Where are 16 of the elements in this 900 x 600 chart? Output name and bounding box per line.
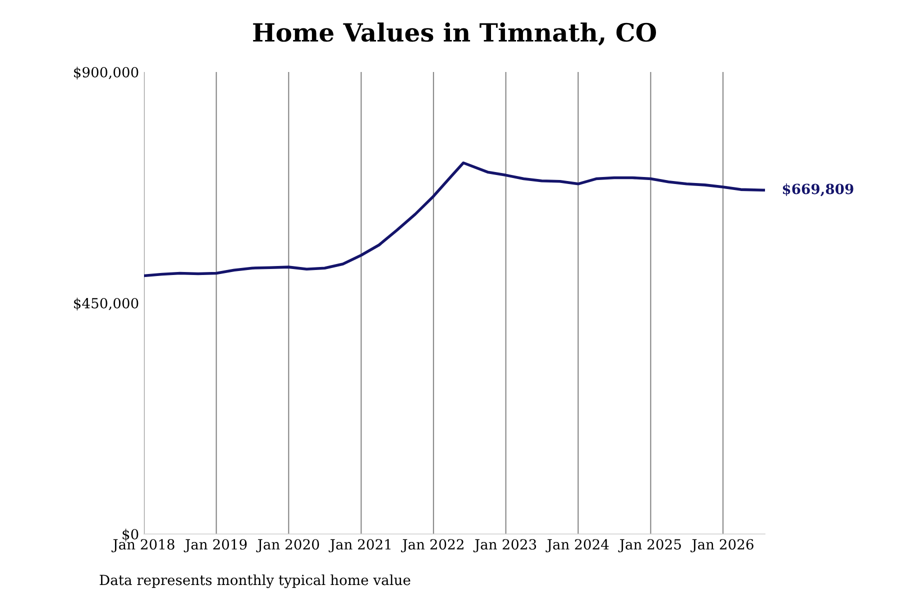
text: Data represents monthly typical home value [100,574,410,588]
x-tick-label: Jan 2024 [546,539,609,552]
y-tick-label: $450,000 [74,298,138,310]
annotation: $669,809 [782,183,854,196]
y-tick-label: $0 [122,528,138,542]
line-series [144,161,765,278]
y-tick-label: $900,000 [74,66,138,80]
x-tick-label: Jan 2023 [473,539,536,552]
x-tick-label: Jan 2020 [256,539,320,552]
x-tick-label: Jan 2025 [618,539,681,552]
x-tick-label: Jan 2019 [184,539,247,552]
x-tick-label: Jan 2018 [112,539,174,552]
x-tick-label: Jan 2021 [328,539,390,552]
chart-title: Home Values in Timnath, CO [253,22,656,46]
x-tick-label: Jan 2026 [690,539,754,552]
x-tick-label: Jan 2022 [401,539,464,552]
